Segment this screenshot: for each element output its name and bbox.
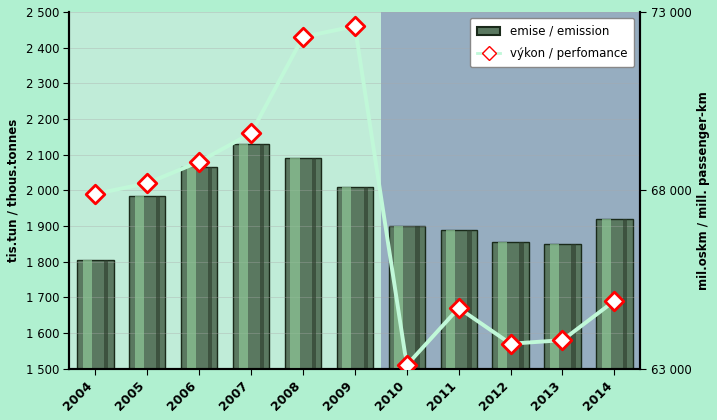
Bar	[364, 187, 368, 369]
Point	[245, 130, 257, 136]
Point	[349, 23, 361, 29]
Bar	[156, 196, 161, 369]
Bar	[181, 167, 217, 369]
Y-axis label: tis.tun / thous.tonnes: tis.tun / thous.tonnes	[7, 119, 20, 262]
Bar	[571, 244, 576, 369]
Point	[505, 340, 516, 347]
Bar	[129, 196, 166, 369]
Point	[556, 337, 568, 344]
Bar	[83, 260, 92, 369]
Bar	[493, 242, 528, 369]
Bar	[104, 260, 108, 369]
Bar	[260, 144, 264, 369]
Bar	[312, 158, 316, 369]
Bar	[239, 144, 247, 369]
Bar	[467, 230, 472, 369]
Legend: emise / emission, výkon / perfomance: emise / emission, výkon / perfomance	[470, 18, 635, 68]
Bar	[135, 196, 144, 369]
Bar	[394, 226, 404, 369]
Point	[609, 297, 620, 304]
Bar	[415, 226, 420, 369]
Bar	[186, 167, 196, 369]
Bar	[440, 230, 477, 369]
Y-axis label: mil.oskm / mill. passenger-km: mil.oskm / mill. passenger-km	[697, 91, 710, 290]
Bar	[381, 12, 640, 369]
Bar	[544, 244, 581, 369]
Bar	[498, 242, 507, 369]
Point	[141, 180, 153, 186]
Bar	[550, 244, 559, 369]
Bar	[342, 187, 351, 369]
Point	[401, 362, 412, 368]
Bar	[290, 158, 300, 369]
Bar	[597, 219, 632, 369]
Bar	[233, 144, 270, 369]
Bar	[389, 226, 425, 369]
Bar	[623, 219, 627, 369]
Bar	[337, 187, 373, 369]
Point	[453, 304, 465, 311]
Bar	[446, 230, 455, 369]
Bar	[77, 260, 113, 369]
Bar	[285, 158, 321, 369]
Point	[298, 34, 309, 40]
Bar	[519, 242, 523, 369]
Point	[194, 158, 205, 165]
Bar	[602, 219, 611, 369]
Point	[90, 191, 101, 197]
Bar	[208, 167, 212, 369]
